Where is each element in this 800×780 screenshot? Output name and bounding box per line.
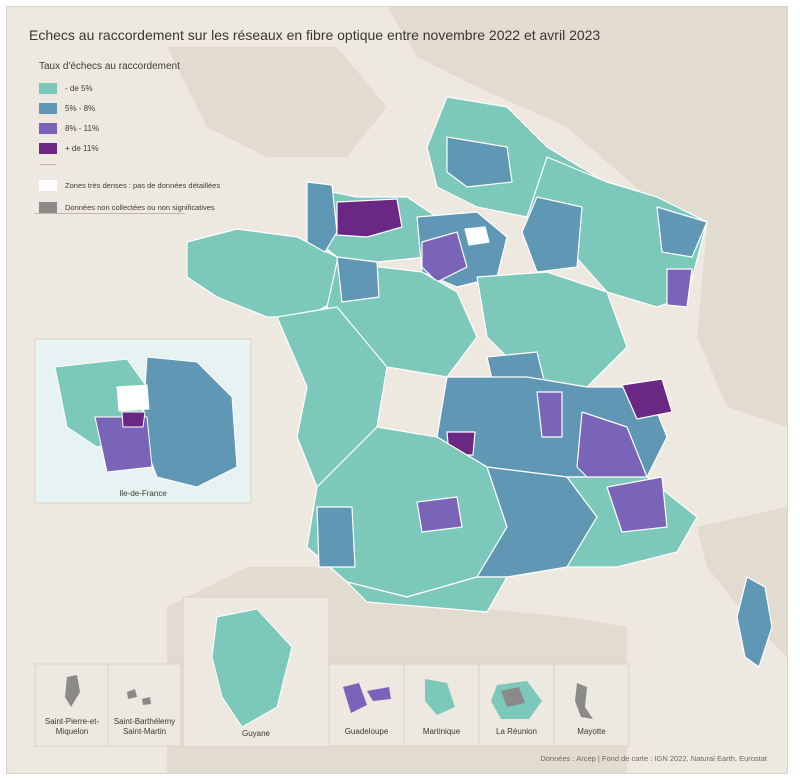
legend-item: - de 5% — [39, 78, 254, 98]
france-map — [34, 7, 787, 773]
legend-label: - de 5% — [65, 83, 93, 93]
legend-swatch — [39, 82, 57, 94]
legend-item-dense-zone: Zones très denses : pas de données détai… — [39, 174, 254, 196]
dept-haut-rhin — [666, 268, 693, 308]
inset-ile-de-france — [34, 338, 252, 504]
legend-item: + de 11% — [39, 138, 254, 158]
legend-title: Taux d'échecs au raccordement — [39, 61, 180, 72]
legend-swatch — [39, 201, 57, 213]
dept-manche — [306, 181, 338, 253]
legend-swatch — [39, 179, 57, 191]
legend-swatch — [39, 142, 57, 154]
idf-inset-paris — [116, 384, 150, 412]
reunion-no-data — [501, 687, 525, 707]
dept-sarthe — [336, 256, 380, 303]
france-mainland — [186, 96, 773, 668]
legend-swatch — [39, 122, 57, 134]
legend-label: + de 11% — [65, 143, 99, 153]
legend-label: 8% - 11% — [65, 123, 100, 133]
dept-calvados — [336, 198, 403, 238]
inset-label-saint-pierre-et-miquelon: Saint-Pierre-et-Miquelon — [44, 717, 100, 736]
sbsm-shape — [127, 689, 151, 705]
legend-item-no-data: Données non collectées ou non significat… — [39, 196, 254, 218]
inset-label-la-reunion: La Réunion — [496, 727, 537, 736]
spm-shape — [65, 675, 80, 707]
legend-label: Zones très denses : pas de données détai… — [65, 180, 221, 190]
inset-label-saint-barthelemy-saint-martin: Saint-Barthélemy Saint-Martin — [113, 717, 176, 736]
legend-label: 5% - 8% — [65, 103, 96, 113]
neighbouring-land-uk — [167, 47, 387, 157]
map-title: Echecs au raccordement sur les réseaux e… — [29, 27, 601, 43]
dept-savoie — [621, 378, 673, 420]
inset-label-guadeloupe: Guadeloupe — [344, 727, 389, 736]
inset-guyane — [182, 596, 330, 748]
martinique-shape — [425, 679, 455, 715]
inset-label-ile-de-france: Ile-de-France — [119, 489, 167, 498]
inset-label-martinique: Martinique — [422, 727, 461, 736]
dept-bas-rhin — [656, 206, 708, 258]
legend-swatch — [39, 102, 57, 114]
dept-landes-area — [316, 506, 356, 568]
dept-meuse-area — [521, 196, 583, 273]
legend-item: 5% - 8% — [39, 98, 254, 118]
map-figure: Echecs au raccordement sur les réseaux e… — [6, 6, 788, 774]
dept-tarn — [416, 496, 463, 533]
legend-label: Données non collectées ou non significat… — [65, 202, 215, 212]
legend-divider — [40, 164, 56, 165]
dept-rhone-area — [536, 391, 563, 438]
idf-inset-hotspot — [121, 411, 146, 428]
region-brittany — [186, 228, 343, 318]
corsica — [736, 576, 773, 668]
guadeloupe-shape — [343, 683, 391, 713]
dept-seine-et-marne — [421, 231, 468, 283]
dept-hautes-alpes — [606, 476, 668, 533]
legend-underline — [35, 213, 185, 214]
overseas-insets — [34, 663, 630, 747]
inset-label-mayotte: Mayotte — [577, 727, 606, 736]
neighbouring-land-north — [387, 7, 787, 427]
region-pyrenees — [346, 576, 508, 613]
source-credit: Données : Arcep | Fond de carte : IGN 20… — [540, 754, 767, 763]
legend: Taux d'échecs au raccordement - de 5% 5%… — [39, 61, 254, 218]
paris-dense-zone — [464, 226, 490, 246]
guyane-shape — [211, 608, 293, 728]
inset-label-guyane: Guyane — [241, 729, 271, 738]
mayotte-shape — [575, 683, 593, 719]
legend-item: 8% - 11% — [39, 118, 254, 138]
dept-aisne-area — [446, 136, 513, 188]
